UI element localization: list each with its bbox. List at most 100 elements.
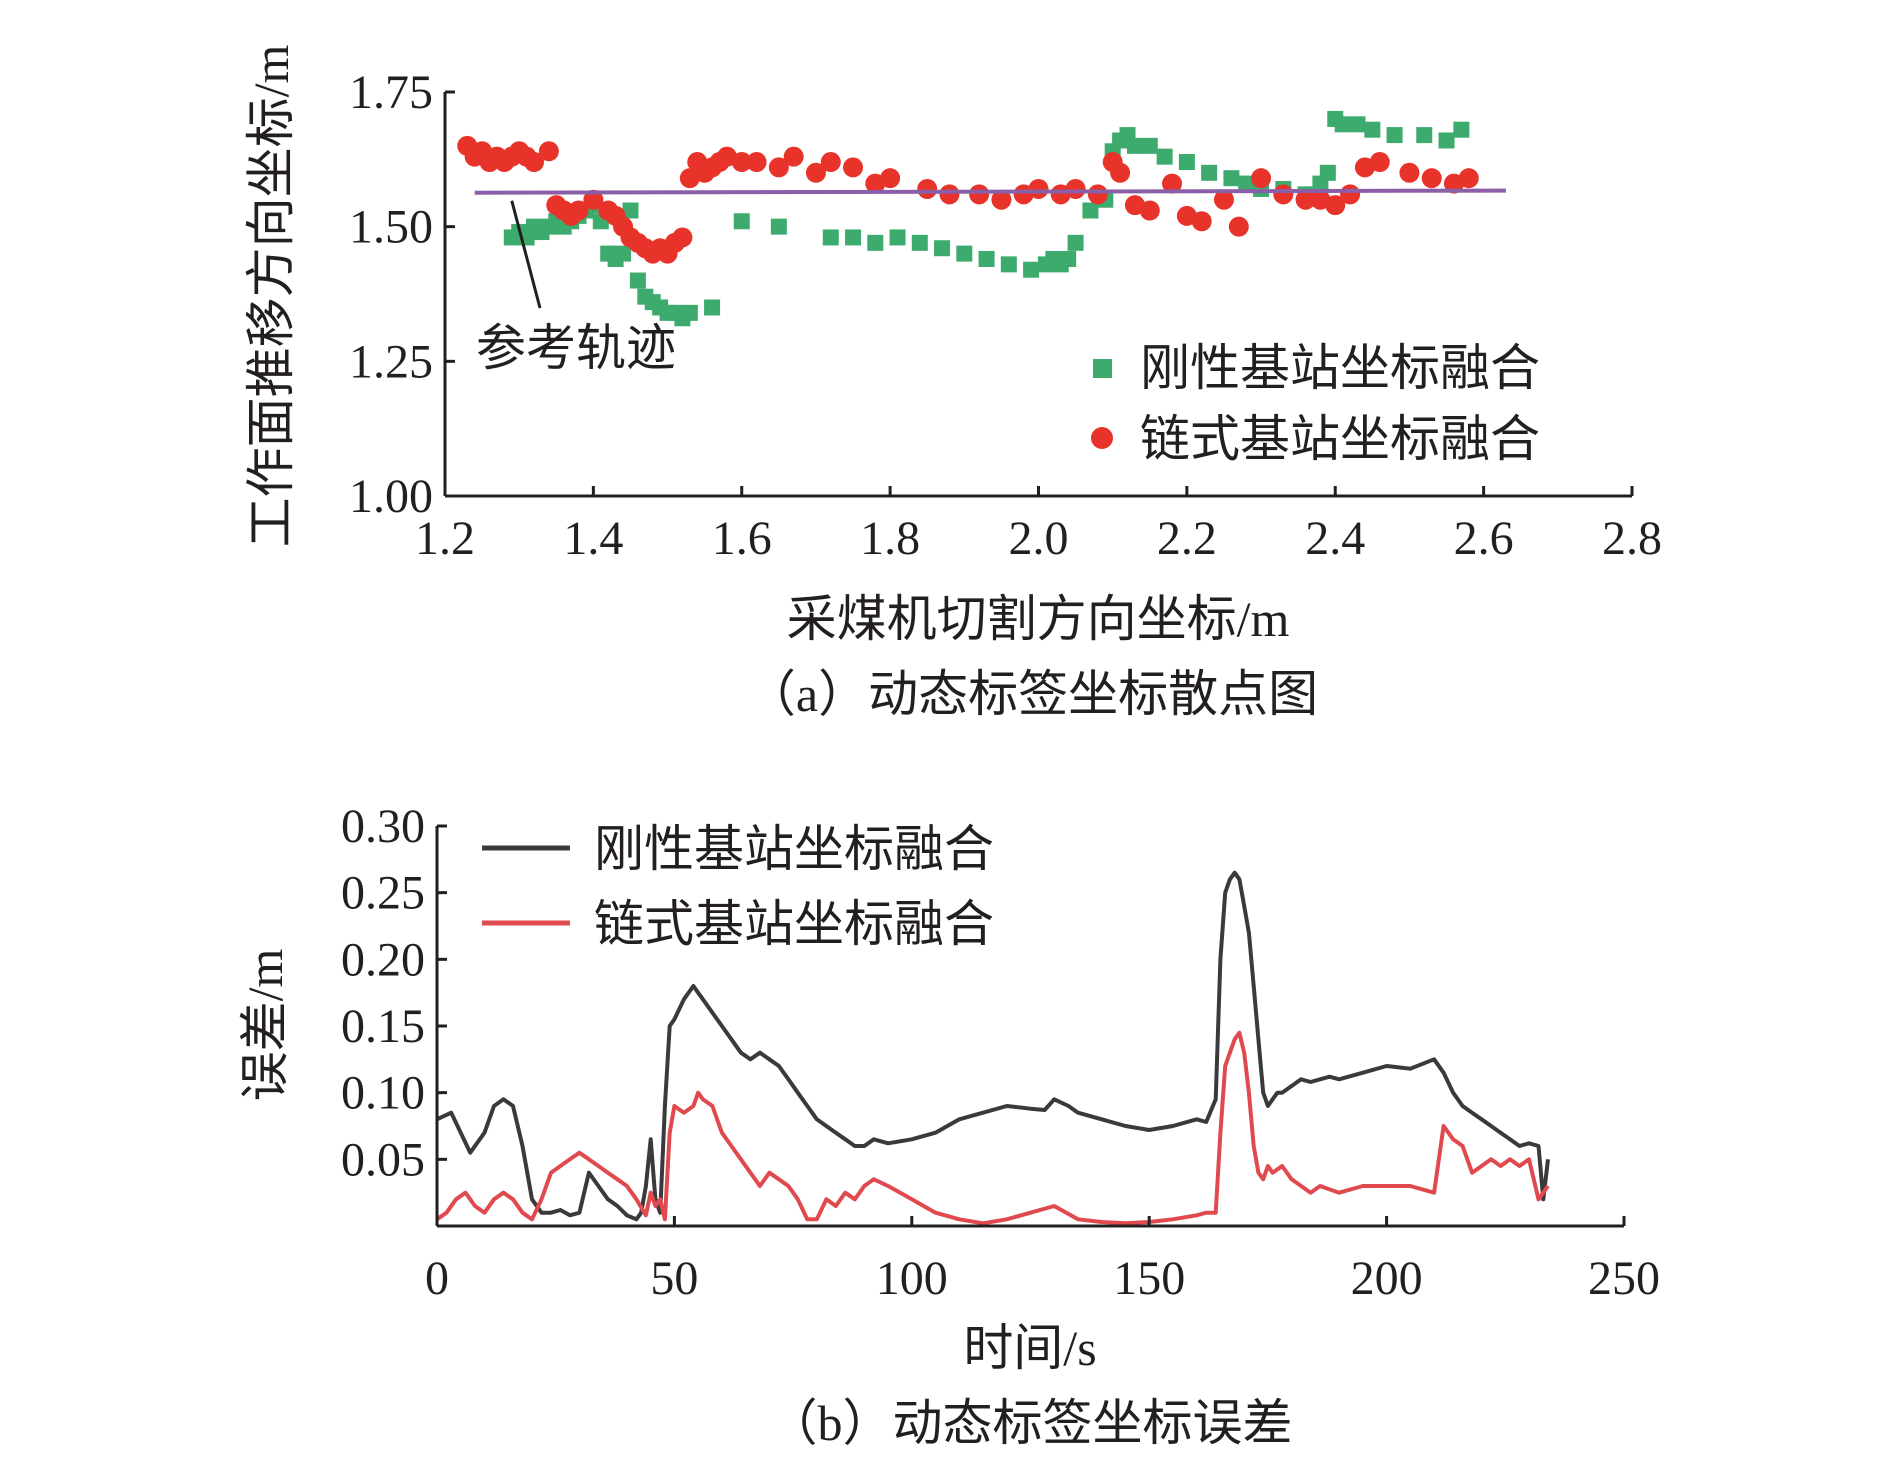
chain-fusion-point [1399, 162, 1420, 183]
x-tick-label: 2.6 [1454, 512, 1514, 565]
rigid-fusion-point [1364, 121, 1381, 138]
chain-fusion-point [1139, 200, 1160, 221]
chain-fusion-point [939, 184, 960, 205]
rigid-fusion-point [845, 229, 862, 246]
chain-fusion-point [1162, 173, 1183, 194]
rigid-fusion-point [629, 272, 646, 289]
rigid-fusion-point [1201, 164, 1218, 181]
chain-fusion-point [746, 152, 767, 173]
rigid-fusion-point [1416, 127, 1433, 144]
x-tick-label: 200 [1351, 1252, 1423, 1305]
chain-fusion-point [991, 189, 1012, 210]
y-tick-label: 1.25 [349, 335, 433, 388]
rigid-fusion-point [1156, 148, 1173, 165]
chain-fusion-point [843, 157, 864, 178]
chart-b-legend: 刚性基站坐标融合 链式基站坐标融合 [482, 821, 994, 952]
x-tick-label: 2.0 [1009, 512, 1069, 565]
x-tick-label: 1.8 [860, 512, 920, 565]
chain-fusion-point [1065, 178, 1086, 199]
rigid-fusion-point [867, 234, 884, 251]
legend-label-rigid: 刚性基站坐标融合 [1140, 340, 1540, 396]
rigid-fusion-point [889, 229, 906, 246]
rigid-fusion-point [770, 218, 787, 235]
y-tick-label: 0.15 [341, 1000, 425, 1053]
annotation-label: 参考轨迹 [476, 320, 676, 376]
chain-fusion-point [672, 227, 693, 248]
x-tick-label: 2.8 [1602, 512, 1662, 565]
chain-fusion-point [1325, 195, 1346, 216]
chain-fusion-point [880, 168, 901, 189]
chart-a-legend: 刚性基站坐标融合 链式基站坐标融合 [1091, 340, 1540, 467]
y-tick-label: 1.75 [349, 66, 433, 119]
chart-a-annotation: 参考轨迹 [476, 200, 676, 376]
chart-a-ylabel: 工作面推移方向坐标/m [243, 45, 299, 548]
chain-fusion-point [1421, 168, 1442, 189]
chain-fusion-point [969, 184, 990, 205]
chain-fusion-point [1340, 184, 1361, 205]
legend-marker-rigid [1093, 359, 1112, 378]
y-tick-label: 0.10 [341, 1067, 425, 1120]
x-tick-label: 1.2 [415, 512, 475, 565]
x-tick-label: 50 [650, 1252, 698, 1305]
chart-a-caption: （a）动态标签坐标散点图 [746, 666, 1318, 722]
chart-b-plot-area [435, 870, 1550, 1226]
chain-fusion-point [820, 152, 841, 173]
x-tick-label: 250 [1588, 1252, 1660, 1305]
chain-fusion-point [1273, 184, 1294, 205]
x-tick-label: 2.4 [1305, 512, 1365, 565]
chain-fusion-point [583, 189, 604, 210]
x-tick-label: 2.2 [1157, 512, 1217, 565]
rigid-fusion-point [1126, 137, 1143, 154]
chain-fusion-point [538, 141, 559, 162]
rigid-fusion-point [1223, 170, 1240, 187]
rigid-fusion-point [1000, 256, 1017, 273]
chain-fusion-point [1251, 168, 1272, 189]
chain-fusion-point [568, 200, 589, 221]
x-tick-label: 150 [1113, 1252, 1185, 1305]
chart-b-xlabel: 时间/s [963, 1320, 1096, 1376]
rigid-fusion-point [911, 234, 928, 251]
rigid-fusion-point [622, 202, 639, 219]
rigid-fusion-point [1067, 234, 1084, 251]
rigid-fusion-point [1349, 116, 1366, 133]
y-tick-label: 1.50 [349, 201, 433, 254]
chain-fusion-point [524, 152, 545, 173]
chain-fusion-point [805, 162, 826, 183]
chain-fusion-point [783, 146, 804, 167]
rigid-fusion-point [1023, 261, 1040, 278]
rigid-fusion-point [615, 245, 632, 262]
chain-fusion-error-line [435, 1030, 1550, 1226]
rigid-fusion-error-line [436, 870, 1550, 1222]
rigid-fusion-point [1178, 154, 1195, 171]
rigid-fusion-point [733, 213, 750, 230]
chain-fusion-point [1295, 189, 1316, 210]
rigid-fusion-point [1386, 127, 1403, 144]
x-tick-label: 100 [876, 1252, 948, 1305]
rigid-fusion-point [822, 229, 839, 246]
x-tick-label: 0 [425, 1252, 449, 1305]
chain-fusion-point [1228, 216, 1249, 237]
chain-fusion-point [1028, 178, 1049, 199]
chain-fusion-point [1458, 168, 1479, 189]
x-tick-label: 1.4 [563, 512, 623, 565]
chain-fusion-point [768, 157, 789, 178]
chart-a: 1.2 1.4 1.6 1.8 2.0 2.2 2.4 2.6 2.8 1.00 1.25 1.50 1… [243, 45, 1662, 722]
rigid-fusion-point [1238, 175, 1255, 192]
rigid-fusion-point [1438, 132, 1455, 149]
chart-b: 0 50 100 150 200 2500.050.100.150.200.250.30 … [237, 800, 1660, 1451]
chain-fusion-point [1191, 211, 1212, 232]
legend-label-rigid-error: 刚性基站坐标融合 [594, 821, 994, 877]
rigid-fusion-point [681, 304, 698, 321]
rigid-fusion-point [1453, 121, 1470, 138]
chain-fusion-point [1110, 162, 1131, 183]
y-tick-label: 0.30 [341, 800, 425, 853]
legend-label-chain: 链式基站坐标融合 [1140, 411, 1540, 467]
rigid-fusion-point [1141, 137, 1158, 154]
rigid-fusion-point [978, 250, 995, 267]
chart-b-ylabel: 误差/m [237, 949, 293, 1102]
rigid-fusion-point [1060, 250, 1077, 267]
chart-a-xlabel: 采煤机切割方向坐标/m [787, 591, 1290, 647]
rigid-fusion-point [1082, 202, 1099, 219]
chart-b-caption: （b）动态标签坐标误差 [768, 1395, 1293, 1451]
